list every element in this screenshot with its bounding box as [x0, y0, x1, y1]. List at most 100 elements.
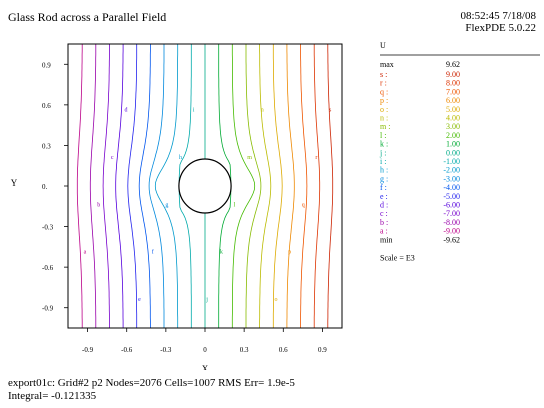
contour-label-j: j: [205, 297, 208, 303]
contour-label-d: d: [125, 108, 128, 114]
legend-value-a: -9.00: [443, 227, 460, 236]
timestamp: 08:52:45 7/18/08: [460, 10, 536, 22]
legend-value-j: 0.00: [446, 148, 460, 157]
contour-line-c: [102, 43, 110, 329]
contour-line-a: [76, 44, 83, 328]
contour-line-q: [300, 43, 308, 329]
integral-value: Integral= -0.121335: [8, 390, 97, 402]
contour-label-c: c: [111, 155, 114, 161]
legend-value-p: 6.00: [446, 96, 460, 105]
contour-line-m: [245, 44, 262, 328]
legend-value-i: -1.00: [443, 157, 460, 166]
contour-line-l: [231, 44, 256, 328]
y-tick-label: 0.9: [42, 61, 51, 69]
contour-label-q: q: [302, 202, 305, 208]
contour-label-i: i: [193, 108, 195, 114]
legend-value-m: 3.00: [446, 122, 460, 131]
y-axis-ticks: 0.9 0.6 0.3 0. -0.3 -0.6 -0.9: [42, 61, 68, 313]
contour-label-b: b: [97, 202, 100, 208]
contour-line-d: [115, 44, 124, 328]
legend-key-n: n :: [380, 114, 388, 123]
contour-line-b: [89, 44, 97, 328]
contour-label-f: f: [152, 249, 154, 256]
legend-value-d: -6.00: [443, 201, 460, 210]
contour-line-f: [138, 44, 151, 328]
legend-key-c: c :: [380, 209, 388, 218]
legend-value-c: -7.00: [443, 209, 460, 218]
contour-label-a: a: [84, 250, 87, 256]
contour-line-r: [313, 44, 321, 328]
plot-title: Glass Rod across a Parallel Field: [8, 10, 167, 24]
x-tick-label: 0.3: [240, 346, 249, 354]
contour-line-n: [259, 44, 272, 328]
legend-value-h: -2.00: [443, 166, 460, 175]
contour-label-r: r: [315, 155, 317, 161]
legend-value-o: 5.00: [446, 105, 460, 114]
legend-key-k: k :: [380, 140, 388, 149]
y-tick-label: 0.6: [42, 102, 51, 110]
legend-key-m: m :: [380, 122, 390, 131]
y-tick-label: 0.: [42, 183, 48, 191]
contour-line-g: [148, 44, 165, 328]
rod-boundary: [178, 158, 232, 214]
legend-key-r: r :: [380, 79, 387, 88]
legend-key-b: b :: [380, 218, 388, 227]
x-tick-label: 0: [203, 346, 207, 354]
x-tick-label: 0.6: [279, 346, 288, 354]
legend-value-e: -5.00: [443, 192, 460, 201]
legend-value-s: 9.00: [446, 70, 460, 79]
contour-line-s: [327, 44, 334, 328]
legend-key-a: a :: [380, 227, 388, 236]
x-axis-label: X: [202, 364, 209, 370]
legend-key-d: d :: [380, 201, 388, 210]
legend-value-l: 2.00: [446, 131, 460, 140]
legend-key-o: o :: [380, 105, 388, 114]
x-tick-label: -0.6: [121, 346, 133, 354]
contour-label-e: e: [138, 297, 141, 303]
y-tick-label: -0.6: [42, 264, 54, 272]
legend-max-label: max: [380, 60, 394, 69]
x-tick-label: -0.9: [82, 346, 94, 354]
legend-value-g: -3.00: [443, 174, 460, 183]
legend-key-j: j :: [379, 148, 386, 157]
legend-variable: U: [380, 41, 386, 50]
legend-key-q: q :: [380, 87, 388, 96]
legend-min-value: -9.62: [443, 235, 460, 244]
legend-key-g: g :: [380, 174, 388, 183]
y-tick-label: -0.3: [42, 224, 54, 232]
legend-scale: Scale = E3: [380, 253, 415, 262]
legend-value-q: 7.00: [446, 87, 460, 96]
y-tick-label: -0.9: [42, 305, 54, 313]
legend-min-label: min: [380, 235, 392, 244]
x-tick-label: 0.9: [318, 346, 327, 354]
legend-key-i: i :: [380, 157, 386, 166]
contour-label-o: o: [275, 297, 278, 303]
y-tick-label: 0.3: [42, 142, 51, 150]
legend-key-p: p :: [380, 96, 388, 105]
legend-max-value: 9.62: [446, 60, 460, 69]
legend-key-s: s :: [380, 70, 387, 79]
contour-line-e: [127, 44, 138, 328]
contour-label-h: h: [179, 155, 182, 161]
legend-value-k: 1.00: [446, 140, 460, 149]
legend-value-r: 8.00: [446, 79, 460, 88]
legend-key-e: e :: [380, 192, 388, 201]
contour-label-s: s: [329, 108, 332, 114]
legend-value-b: -8.00: [443, 218, 460, 227]
contour-label-l: l: [234, 202, 236, 208]
legend-key-h: h :: [380, 166, 388, 175]
contour-label-n: n: [261, 108, 264, 114]
x-tick-label: -0.3: [160, 346, 172, 354]
legend-value-f: -4.00: [443, 183, 460, 192]
software-version: FlexPDE 5.0.22: [465, 22, 536, 34]
contour-line-o: [272, 44, 283, 328]
legend-key-f: f :: [380, 183, 387, 192]
glass-rod: [178, 158, 232, 214]
legend-key-l: l :: [380, 131, 386, 140]
contour-label-k: k: [220, 250, 223, 256]
contour-label-g: g: [165, 202, 168, 208]
grid-stats: export01c: Grid#2 p2 Nodes=2076 Cells=10…: [8, 377, 295, 389]
contour-line-p: [286, 44, 295, 328]
